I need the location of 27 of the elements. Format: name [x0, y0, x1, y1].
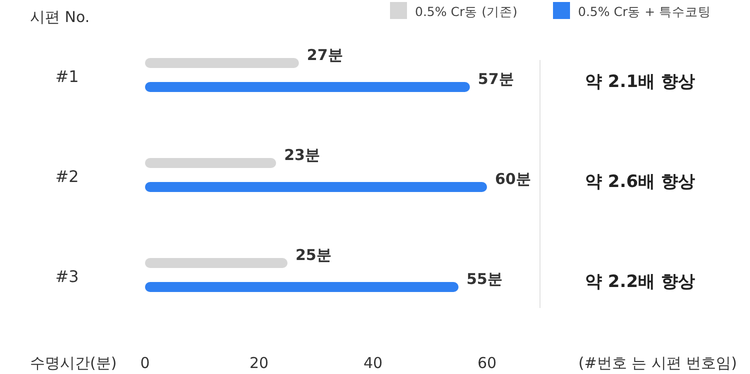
data-label: 60분 [495, 170, 531, 188]
text: 약 2.6배 향상 [585, 172, 695, 192]
text: 약 2.1배 향상 [585, 72, 695, 92]
x-tick-label: 60 [477, 354, 497, 372]
data-label: 55분 [466, 270, 502, 288]
y-tick-label: #2 [55, 167, 79, 186]
legend-label: 0.5% Cr동 + 특수코팅 [578, 4, 712, 19]
y-tick-label: #1 [55, 67, 79, 86]
x-axis-title: 수명시간(분) [30, 354, 117, 372]
legend-label: 0.5% Cr동 (기존) [415, 4, 518, 19]
x-tick-label: 20 [249, 354, 269, 372]
data-label: 25분 [296, 246, 332, 264]
bar [145, 82, 470, 92]
bar [145, 182, 487, 192]
text: (#번호 는 시편 번호임) [578, 354, 737, 372]
data-label: 57분 [478, 70, 514, 88]
data-label: 23분 [284, 146, 320, 164]
bar [145, 282, 458, 292]
data-label: 27분 [306, 46, 343, 64]
x-tick-label: 0 [140, 354, 150, 372]
text: 약 2.2배 향상 [585, 272, 695, 292]
bar [145, 258, 288, 268]
y-axis-title: 시편 No. [30, 8, 90, 26]
x-tick-label: 40 [363, 354, 383, 372]
bar [145, 58, 299, 68]
bar [145, 158, 276, 168]
y-tick-label: #3 [55, 267, 79, 286]
